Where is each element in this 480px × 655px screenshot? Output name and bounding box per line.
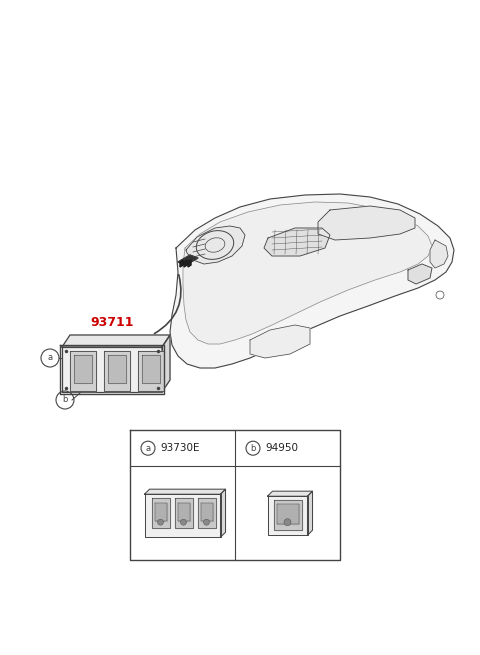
Text: 94950: 94950 [265, 443, 298, 453]
Polygon shape [108, 355, 126, 383]
Polygon shape [264, 228, 330, 256]
Polygon shape [318, 206, 415, 240]
Polygon shape [178, 255, 198, 265]
Polygon shape [408, 264, 432, 284]
Polygon shape [152, 498, 169, 528]
Circle shape [284, 519, 291, 526]
Text: 93730E: 93730E [160, 443, 200, 453]
Text: b: b [250, 443, 256, 453]
Polygon shape [220, 489, 226, 537]
Polygon shape [62, 347, 162, 392]
Text: a: a [145, 443, 151, 453]
Polygon shape [62, 335, 170, 347]
Polygon shape [144, 495, 220, 537]
Polygon shape [308, 491, 312, 535]
Polygon shape [267, 491, 312, 496]
Polygon shape [104, 351, 130, 391]
Text: 93711: 93711 [90, 316, 134, 329]
Polygon shape [144, 489, 226, 495]
Polygon shape [184, 260, 187, 267]
Polygon shape [130, 430, 340, 560]
Polygon shape [183, 202, 432, 344]
Polygon shape [250, 325, 310, 358]
Polygon shape [201, 503, 213, 521]
Text: a: a [48, 354, 53, 362]
Circle shape [204, 519, 209, 525]
Polygon shape [430, 240, 448, 268]
Polygon shape [142, 355, 160, 383]
Polygon shape [74, 355, 92, 383]
Polygon shape [162, 335, 170, 392]
Polygon shape [178, 503, 190, 521]
Polygon shape [175, 498, 192, 528]
FancyArrowPatch shape [155, 274, 181, 333]
Polygon shape [276, 504, 299, 524]
Polygon shape [155, 503, 167, 521]
Polygon shape [170, 194, 454, 368]
Circle shape [157, 519, 164, 525]
Polygon shape [186, 226, 245, 264]
Polygon shape [197, 498, 216, 528]
Polygon shape [138, 351, 164, 391]
Polygon shape [180, 260, 183, 267]
Circle shape [180, 519, 187, 525]
Text: b: b [62, 396, 68, 405]
Polygon shape [274, 500, 301, 530]
Polygon shape [70, 351, 96, 391]
Polygon shape [188, 260, 191, 267]
Polygon shape [267, 496, 308, 535]
